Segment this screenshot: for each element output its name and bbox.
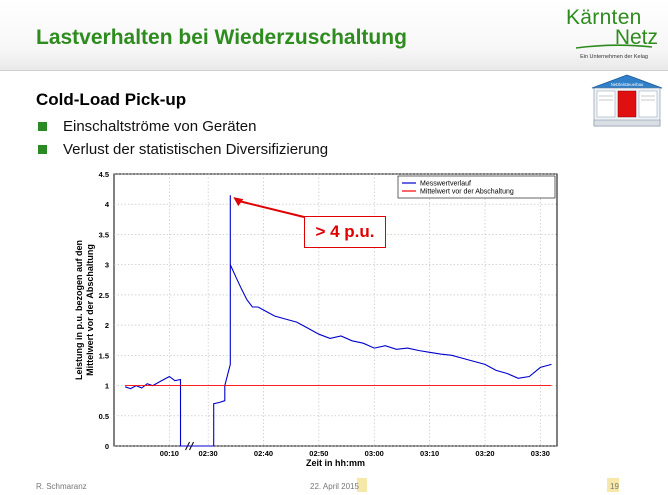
callout-arrow [239, 200, 305, 218]
netzleitsteuerbau-house-icon: Netzleitsteuerbau [591, 74, 663, 127]
y-axis-label: Leistung in p.u. bezogen auf den [74, 240, 84, 380]
y-tick-label: 1 [105, 382, 109, 391]
footer-author: R. Schmaranz [36, 482, 87, 491]
peak-callout: > 4 p.u. [304, 216, 386, 248]
date-highlight [357, 478, 367, 492]
kaernten-netz-logo: Kärnten Netz Ein Unternehmen der Kelag [566, 6, 662, 60]
header-band [0, 0, 668, 70]
y-tick-label: 2 [105, 321, 109, 330]
logo-swoosh-icon [575, 44, 653, 49]
x-tick-label: 03:00 [365, 449, 384, 458]
bullet-text: Verlust der statistischen Diversifizieru… [63, 141, 329, 158]
bullet-list: Einschaltströme von Geräten Verlust der … [38, 115, 328, 161]
y-tick-label: 4 [105, 200, 110, 209]
house-title: Netzleitsteuerbau [611, 82, 644, 87]
header-divider [0, 70, 668, 71]
slide-title: Lastverhalten bei Wiederzuschaltung [36, 26, 407, 49]
callout-arrow-head [233, 197, 244, 207]
bullet-text: Einschaltströme von Geräten [63, 118, 257, 135]
x-tick-label: 03:30 [531, 449, 550, 458]
logo-line2: Netz [614, 26, 658, 49]
x-axis-label: Zeit in hh:mm [306, 458, 365, 468]
y-tick-label: 2.5 [99, 291, 109, 300]
x-tick-label: 03:10 [420, 449, 439, 458]
logo-line1: Kärnten [566, 6, 642, 29]
legend-entry: Mittelwert vor der Abschaltung [420, 189, 514, 196]
x-tick-label: 02:30 [199, 449, 218, 458]
square-bullet-icon [38, 122, 47, 131]
square-bullet-icon [38, 145, 47, 154]
y-tick-label: 1.5 [99, 351, 109, 360]
section-subtitle: Cold-Load Pick-up [36, 90, 187, 109]
series-line [124, 195, 552, 447]
x-tick-label: 00:10 [160, 449, 179, 458]
y-tick-label: 0 [105, 442, 109, 451]
legend-box [397, 175, 556, 199]
load-chart: 0 0.5 1 1.5 2 2.5 3 3.5 4 4.5 00:10 02:30 02:40 02:50… [74, 170, 558, 468]
x-tick-label: 03:20 [475, 449, 494, 458]
y-tick-label: 4.5 [99, 170, 109, 179]
legend-entry: Messwertverlauf [420, 181, 471, 188]
page-number-highlight [607, 478, 619, 492]
bullet-item: Verlust der statistischen Diversifizieru… [38, 138, 328, 161]
bullet-item: Einschaltströme von Geräten [38, 115, 328, 138]
x-tick-label: 02:50 [309, 449, 328, 458]
logo-subtitle: Ein Unternehmen der Kelag [580, 54, 648, 60]
page-number: 19 [610, 482, 619, 491]
y-axis-label: Mittelwert vor der Abschaltung [85, 244, 95, 376]
x-tick-label: 02:40 [254, 449, 273, 458]
footer-date: 22. April 2015 [310, 482, 359, 491]
y-tick-label: 0.5 [99, 412, 109, 421]
y-tick-label: 3 [105, 261, 109, 270]
y-tick-label: 3.5 [99, 230, 109, 239]
